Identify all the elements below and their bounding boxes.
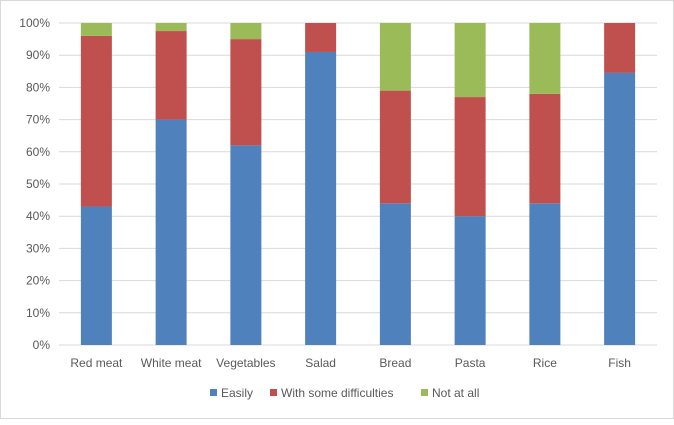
x-tick-label: Bread	[379, 356, 411, 370]
bar-segment	[454, 97, 486, 217]
x-tick-label: White meat	[141, 356, 202, 370]
gridlines	[59, 22, 657, 346]
y-axis: 0% 10% 20% 30% 40% 50% 60% 70% 80% 90% 100%	[19, 16, 50, 352]
bar-segment	[529, 23, 561, 94]
y-tick-label: 30%	[26, 241, 50, 255]
bar-segment	[529, 203, 561, 345]
y-tick-label: 60%	[26, 145, 50, 159]
y-tick-label: 90%	[26, 48, 50, 62]
legend-swatch	[421, 389, 428, 396]
bars	[80, 23, 636, 345]
bar-segment	[230, 23, 262, 40]
y-tick-label: 100%	[19, 16, 50, 30]
x-tick-label: Pasta	[455, 356, 486, 370]
bar-segment	[230, 145, 262, 345]
legend-swatch	[210, 389, 217, 396]
legend-label: With some difficulties	[281, 386, 393, 400]
y-tick-label: 0%	[33, 338, 51, 352]
bar-segment	[305, 23, 337, 52]
x-tick-label: Salad	[305, 356, 336, 370]
bar-segment	[379, 203, 411, 345]
y-tick-label: 40%	[26, 209, 50, 223]
x-tick-label: Rice	[533, 356, 557, 370]
y-tick-label: 80%	[26, 80, 50, 94]
bar-segment	[379, 23, 411, 91]
y-tick-label: 10%	[26, 306, 50, 320]
bar-segment	[454, 216, 486, 345]
bar-segment	[454, 23, 486, 98]
bar-segment	[379, 90, 411, 204]
bar-segment	[80, 206, 112, 345]
bar-segment	[80, 23, 112, 36]
bar-segment	[604, 23, 636, 73]
x-tick-label: Fish	[608, 356, 631, 370]
bar-segment	[155, 119, 187, 345]
bar-segment	[529, 93, 561, 204]
legend-label: Easily	[221, 386, 253, 400]
y-tick-label: 70%	[26, 113, 50, 127]
bar-segment	[230, 39, 262, 146]
bar-segment	[604, 72, 636, 345]
legend-swatch	[270, 389, 277, 396]
legend: Easily With some difficulties Not at all	[210, 386, 479, 400]
x-axis: Red meat White meat Vegetables Salad Bread Pa…	[70, 356, 631, 370]
x-tick-label: Red meat	[70, 356, 123, 370]
y-tick-label: 50%	[26, 177, 50, 191]
bar-segment	[155, 31, 187, 120]
bar-segment	[80, 35, 112, 207]
y-tick-label: 20%	[26, 274, 50, 288]
bar-segment	[305, 51, 337, 345]
x-tick-label: Vegetables	[216, 356, 275, 370]
legend-label: Not at all	[432, 386, 479, 400]
bar-segment	[155, 23, 187, 32]
